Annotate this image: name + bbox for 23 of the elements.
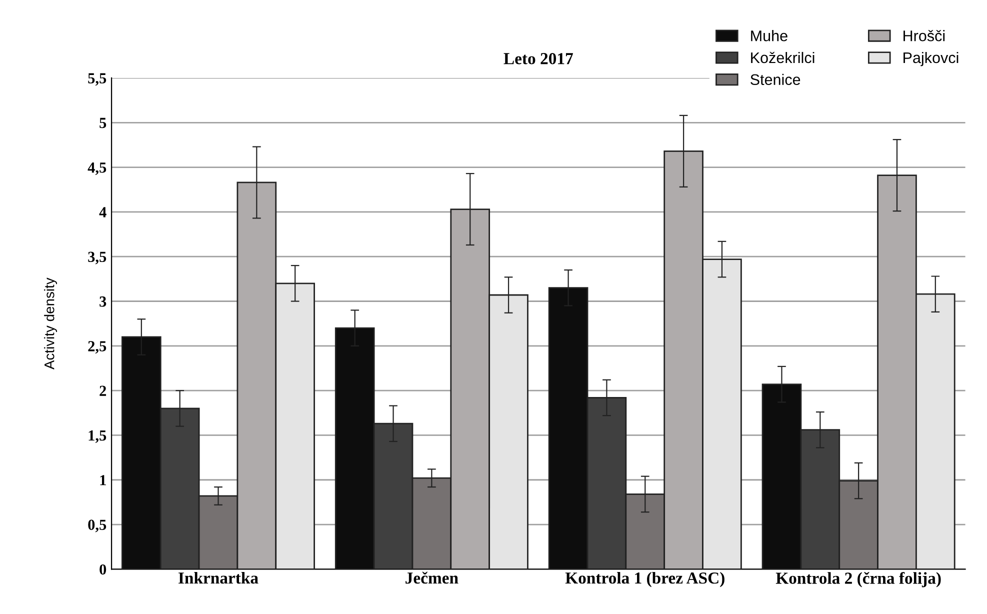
y-tick-label: 4	[99, 207, 106, 218]
y-tick-label: 2	[100, 386, 106, 396]
y-tick-label: 0	[100, 564, 106, 575]
y-tick-label: 3	[100, 296, 106, 307]
y-tick-label: 4,5	[88, 162, 106, 175]
y-tick-label: 3,5	[88, 252, 106, 264]
y-tick-label: 5	[100, 118, 106, 128]
y-axis-title: Activity density	[44, 278, 58, 370]
legend-label: Muhe	[751, 30, 788, 42]
legend-label: Pajkovci	[904, 52, 958, 66]
chart-title: Leto 2017	[504, 53, 573, 64]
y-tick-label: 0,5	[88, 520, 106, 532]
y-tick-label: 1,5	[88, 430, 106, 443]
legend-label: Stenice	[750, 74, 800, 86]
legend-label: Hrošči	[904, 30, 945, 42]
x-tick-label: Kontrola 1 (brez ASC)	[565, 572, 724, 588]
legend-label: Kožekrilci	[751, 52, 814, 64]
x-tick-label: Ječmen	[406, 572, 458, 584]
y-tick-label: 5,5	[88, 73, 106, 86]
x-tick-label: Inkrnartka	[178, 572, 258, 584]
y-tick-label: 2,5	[88, 341, 106, 354]
x-tick-label: Kontrola 2 (črna folija)	[776, 572, 941, 588]
y-tick-label: 1	[100, 475, 106, 486]
